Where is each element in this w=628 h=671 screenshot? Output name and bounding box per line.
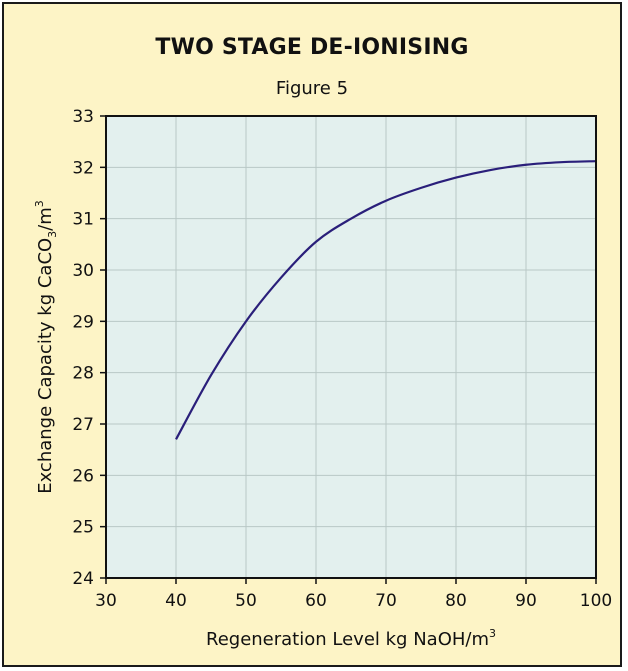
- x-tick-label: 90: [515, 591, 537, 611]
- x-tick-label: 50: [235, 591, 257, 611]
- y-axis-label-main: Exchange Capacity kg CaCO: [35, 238, 56, 494]
- y-axis-label-unit: /m: [35, 207, 56, 231]
- y-tick-label: 30: [72, 261, 94, 281]
- plot-border: [105, 115, 597, 579]
- y-axis-label: Exchange Capacity kg CaCO3/m3: [33, 200, 59, 494]
- x-axis-label-text: Regeneration Level kg NaOH/m: [206, 629, 489, 650]
- y-tick-label: 33: [72, 107, 94, 127]
- y-tick-label: 29: [72, 312, 94, 332]
- x-axis-label: Regeneration Level kg NaOH/m3: [206, 627, 496, 650]
- y-tick-label: 32: [72, 158, 94, 178]
- y-axis-ticks: 24 25 26 27 28 29 30 31 32 33: [72, 107, 106, 589]
- chart-subtitle: Figure 5: [275, 78, 349, 99]
- y-axis-label-superscript: 3: [33, 200, 46, 207]
- y-tick-label: 24: [72, 569, 94, 589]
- chart-title: TWO STAGE DE-IONISING: [155, 35, 469, 60]
- x-tick-label: 100: [580, 591, 612, 611]
- grid-lines: [106, 116, 596, 578]
- x-tick-label: 30: [95, 591, 117, 611]
- y-tick-label: 25: [72, 518, 94, 538]
- x-axis-label-superscript: 3: [489, 627, 496, 640]
- y-tick-label: 31: [72, 210, 94, 230]
- y-tick-label: 27: [72, 415, 94, 435]
- x-tick-label: 80: [445, 591, 467, 611]
- x-axis-ticks: 30 40 50 60 70 80 90 100: [95, 578, 612, 611]
- y-axis-label-subscript: 3: [46, 231, 59, 238]
- series-line: [175, 160, 597, 440]
- y-tick-label: 26: [72, 466, 94, 486]
- x-tick-label: 70: [375, 591, 397, 611]
- x-tick-label: 40: [165, 591, 187, 611]
- plot-area: [106, 116, 596, 578]
- x-tick-label: 60: [305, 591, 327, 611]
- y-tick-label: 28: [72, 364, 94, 384]
